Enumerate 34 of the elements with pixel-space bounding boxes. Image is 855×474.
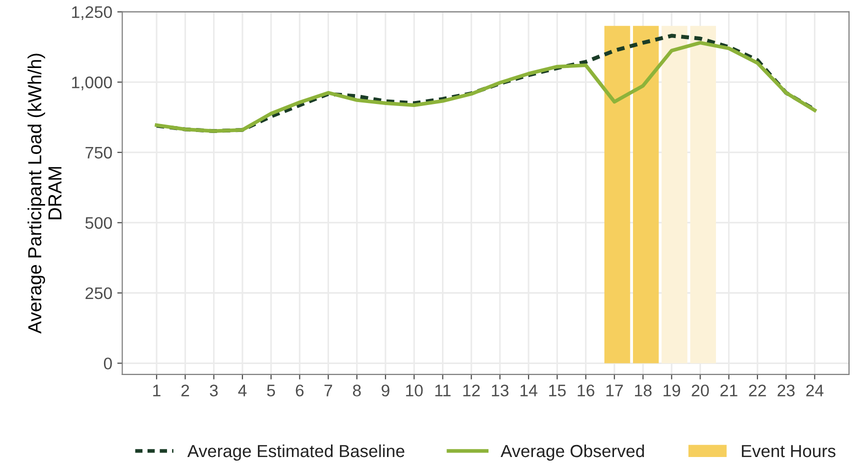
x-tick-label: 18 bbox=[635, 384, 652, 396]
x-tick-label: 8 bbox=[352, 384, 361, 396]
y-tick-label: 500 bbox=[85, 217, 112, 229]
x-tick-label: 15 bbox=[549, 384, 566, 396]
y-axis-title: Average Participant Load (kWh/h) DRAM bbox=[28, 54, 62, 334]
y-tick-label: 750 bbox=[86, 146, 112, 159]
x-tick-label: 12 bbox=[463, 384, 480, 396]
x-tick-label: 19 bbox=[664, 384, 680, 396]
legend-label: Average Observed bbox=[500, 444, 644, 461]
x-tick-label: 5 bbox=[267, 384, 275, 396]
x-tick-label: 24 bbox=[806, 384, 824, 396]
legend-label: Event Hours bbox=[742, 445, 836, 458]
y-tick-label: 1,250 bbox=[72, 6, 112, 20]
x-tick-label: 20 bbox=[692, 384, 709, 396]
x-tick-label: 22 bbox=[749, 384, 766, 396]
x-tick-label: 4 bbox=[238, 384, 247, 396]
x-tick-label: 2 bbox=[181, 384, 190, 396]
x-tick-label: 23 bbox=[778, 384, 795, 396]
x-tick-label: 3 bbox=[210, 384, 218, 396]
x-tick-label: 10 bbox=[406, 384, 423, 396]
x-tick-label: 6 bbox=[296, 384, 304, 396]
x-tick-label: 13 bbox=[492, 384, 508, 396]
legend-label: Average Estimated Baseline bbox=[187, 444, 404, 461]
y-tick-label: 0 bbox=[104, 358, 112, 370]
x-tick-label: 9 bbox=[382, 384, 390, 396]
x-tick-label: 17 bbox=[606, 384, 623, 396]
x-tick-label: 21 bbox=[720, 384, 738, 396]
x-tick-label: 1 bbox=[153, 384, 160, 396]
y-tick-label: 1,000 bbox=[72, 76, 112, 90]
x-tick-label: 7 bbox=[324, 384, 332, 396]
x-tick-label: 11 bbox=[435, 384, 451, 396]
y-tick-label: 250 bbox=[86, 287, 112, 300]
x-tick-label: 14 bbox=[520, 384, 538, 396]
x-tick-label: 16 bbox=[578, 384, 594, 396]
